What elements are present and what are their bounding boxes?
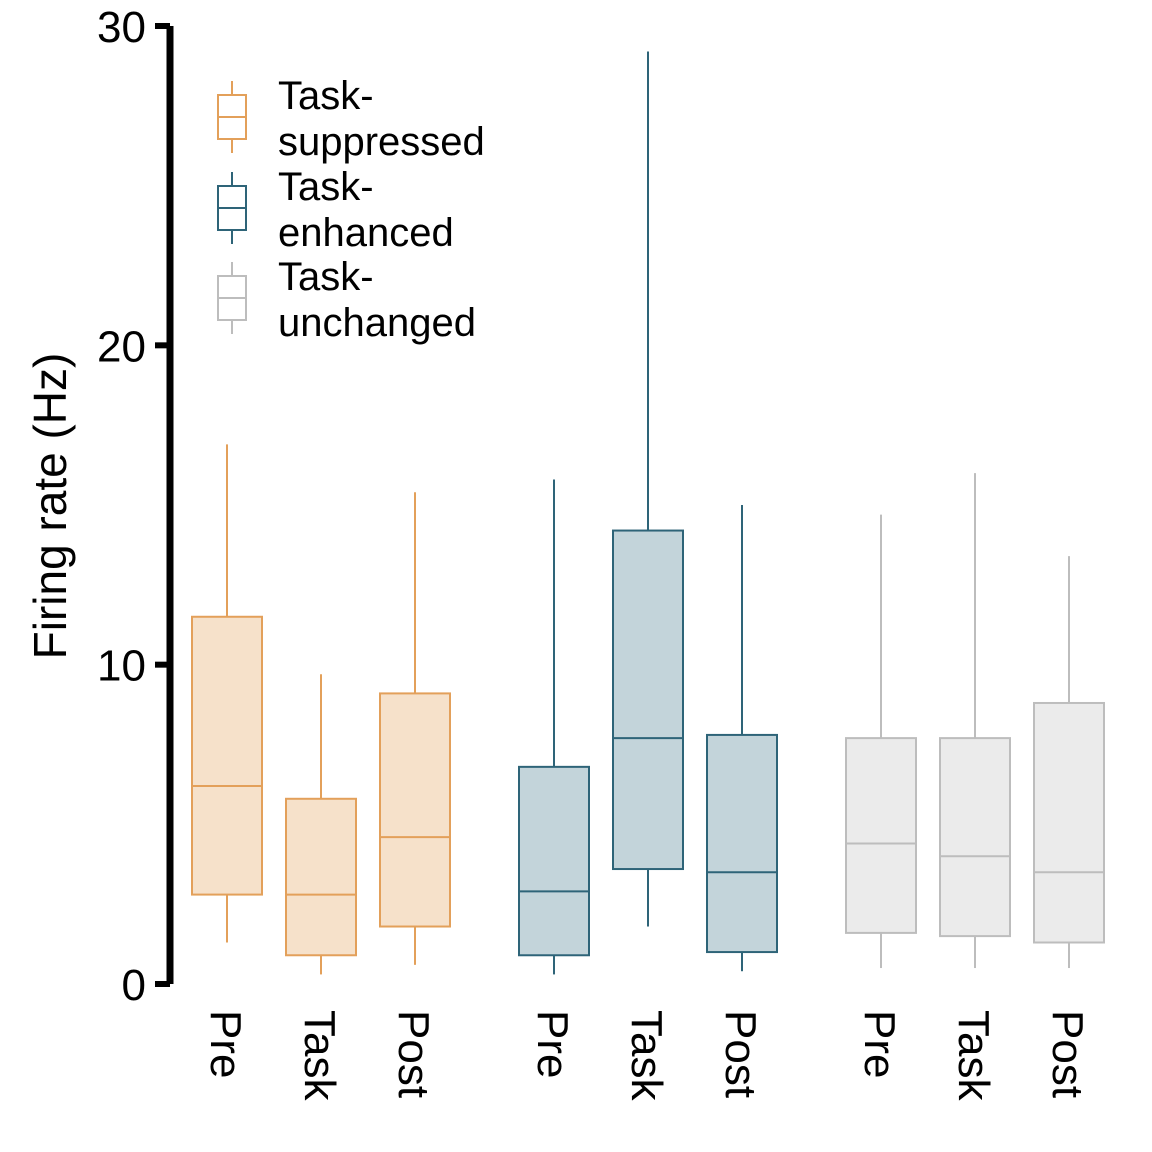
y-axis: 0 10 20 30	[97, 3, 174, 1010]
box-iqr	[518, 765, 590, 957]
box-iqr	[939, 737, 1011, 938]
box-post	[379, 492, 451, 965]
y-tick-label: 20	[97, 322, 146, 371]
legend-key-task-unchanged	[217, 262, 247, 334]
box-group-task-suppressed	[191, 444, 451, 975]
box-task	[939, 473, 1011, 969]
box-iqr	[285, 797, 357, 957]
x-tick-label: Pre	[201, 1010, 250, 1078]
legend-key-task-suppressed	[217, 81, 247, 153]
y-axis-label: Firing rate (Hz)	[24, 353, 76, 660]
box-group-task-enhanced	[518, 51, 778, 975]
legend-label: Task-enhanced	[278, 165, 454, 255]
box-iqr	[845, 737, 917, 934]
legend: Task-suppressedTask-enhancedTask-unchang…	[217, 74, 485, 345]
box-group-task-unchanged	[845, 473, 1105, 969]
x-tick-labels: Pre Task Post Pre Task Post Pre Task Post	[201, 1010, 1092, 1101]
boxplot-area	[191, 51, 1105, 975]
x-tick-label: Post	[716, 1010, 765, 1098]
x-tick-label: Pre	[855, 1010, 904, 1078]
box-iqr	[191, 615, 263, 896]
legend-label: Task-unchanged	[278, 255, 476, 345]
box-post	[1033, 556, 1105, 969]
box-iqr	[379, 692, 451, 928]
x-tick-label: Task	[622, 1010, 671, 1101]
box-iqr	[706, 733, 778, 954]
y-tick-label: 0	[122, 961, 146, 1010]
x-tick-label: Post	[389, 1010, 438, 1098]
box-iqr	[612, 529, 684, 871]
box-task	[612, 51, 684, 927]
legend-label: Task-suppressed	[278, 74, 485, 164]
x-tick-label: Pre	[528, 1010, 577, 1078]
y-tick-label: 30	[97, 3, 146, 52]
box-pre	[518, 479, 590, 975]
x-tick-label: Task	[949, 1010, 998, 1101]
box-iqr	[1033, 701, 1105, 944]
y-tick-label: 10	[97, 642, 146, 691]
box-post	[706, 505, 778, 972]
legend-key-task-enhanced	[217, 172, 247, 244]
x-tick-label: Task	[295, 1010, 344, 1101]
x-tick-label: Post	[1043, 1010, 1092, 1098]
box-task	[285, 674, 357, 975]
box-pre	[191, 444, 263, 943]
box-pre	[845, 514, 917, 969]
